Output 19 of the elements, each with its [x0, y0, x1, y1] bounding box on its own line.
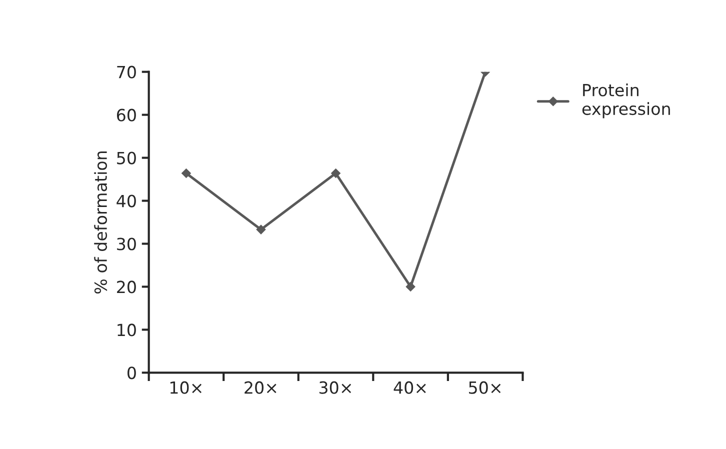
y-tick-label: 50	[117, 152, 136, 164]
legend-label: Protein expression	[582, 84, 670, 118]
y-tick-label: 10	[118, 324, 136, 336]
x-tick-label: 40×	[394, 381, 426, 394]
point	[331, 168, 340, 178]
point	[406, 282, 416, 292]
x-tick-label: 10×	[170, 381, 202, 394]
y-tick-label: 0	[128, 366, 136, 380]
point	[182, 168, 191, 178]
y-tick-label: 20	[117, 280, 136, 294]
x-tick-label: 50×	[469, 381, 501, 394]
y-tick-label: 40	[116, 194, 136, 208]
y-tick-label: 70	[117, 66, 136, 78]
y-tick-label: 60	[116, 108, 136, 122]
y-tick-label: 30	[117, 238, 136, 250]
x-tick-label: 30×	[319, 381, 352, 394]
y-axis-title: % of deformation	[94, 152, 108, 294]
point	[256, 224, 266, 234]
x-tick-label: 20×	[244, 381, 276, 394]
